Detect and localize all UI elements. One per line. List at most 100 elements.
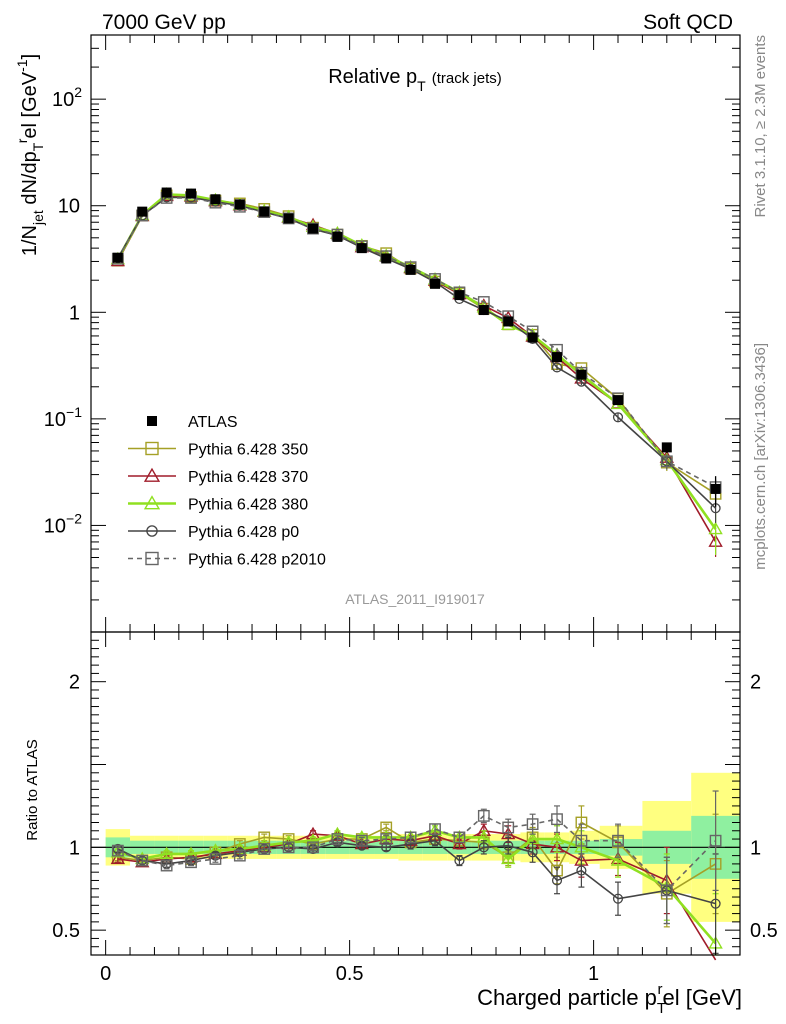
legend: ATLAS Pythia 6.428 350 Pythia 6.428 370 Pyt… xyxy=(128,414,326,569)
legend-label: Pythia 6.428 380 xyxy=(188,497,308,514)
atlas-point xyxy=(454,290,465,301)
series-3-ratio-point xyxy=(454,855,465,866)
series-3-ratio-point xyxy=(137,855,148,866)
series-4-ratio-point xyxy=(477,809,490,822)
ratio-plot-panel: 0.5 0.5 1 1 2 2 Ratio to ATLAS xyxy=(24,631,778,961)
series-3-point xyxy=(551,362,563,373)
series-4-ratio-point xyxy=(136,854,149,867)
series-4-ratio-point xyxy=(160,859,173,872)
ratio-tick-label-left: 1 xyxy=(69,837,80,859)
ratio-axis-label: Ratio to ATLAS xyxy=(24,739,41,840)
y-tick-label: 10−2 xyxy=(44,510,82,537)
atlas-point xyxy=(234,199,245,210)
series-3-ratio-point xyxy=(527,847,538,858)
ratio-plot-frame xyxy=(90,631,741,956)
y-tick-label: 10 xyxy=(58,196,80,218)
atlas-point xyxy=(161,187,172,198)
series-4-ratio-point xyxy=(331,833,344,845)
series-4-point xyxy=(307,222,319,235)
series-4-ratio-point xyxy=(429,823,441,836)
series-4-ratio-point xyxy=(502,821,515,834)
series-3-line xyxy=(117,196,717,509)
series-4-ratio-point xyxy=(380,833,393,845)
atlas-point xyxy=(112,252,123,263)
legend-label: Pythia 6.428 370 xyxy=(188,469,308,486)
series-4-ratio-point xyxy=(185,856,197,869)
legend-marker xyxy=(143,467,161,482)
legend-marker-atlas xyxy=(147,416,157,426)
y-axis-label: 1/Njet dN/dpTrel [GeV-1] xyxy=(14,54,46,256)
ratio-tick-label-left: 0.5 xyxy=(52,920,80,942)
series-3-ratio-point xyxy=(478,842,489,853)
series-2-ratio-point xyxy=(610,853,626,866)
legend-marker xyxy=(146,525,158,537)
atlas-point xyxy=(710,483,721,494)
atlas-point xyxy=(613,395,624,406)
legend-label: Pythia 6.428 p2010 xyxy=(188,552,326,569)
atlas-point xyxy=(356,243,367,254)
series-4-ratio-point xyxy=(209,853,222,865)
header-right: Soft QCD xyxy=(643,11,733,34)
atlas-point xyxy=(405,264,416,275)
series-4-ratio-point xyxy=(551,813,563,826)
series-4-ratio-point xyxy=(355,834,368,847)
series-4-ratio-point xyxy=(258,843,271,855)
atlas-point xyxy=(503,316,514,327)
atlas-point xyxy=(137,206,148,217)
series-4-ratio-point xyxy=(709,834,722,847)
y-tick-label: 10−1 xyxy=(44,404,82,431)
atlas-point xyxy=(381,253,392,264)
series-4-ratio-point xyxy=(307,841,319,854)
legend-marker xyxy=(143,495,161,510)
legend-label: Pythia 6.428 p0 xyxy=(188,524,299,541)
atlas-point xyxy=(661,442,672,453)
y-tick-label: 102 xyxy=(52,84,82,111)
series-4-ratio-point xyxy=(612,834,624,847)
series-1-line xyxy=(117,195,717,543)
analysis-label: ATLAS_2011_I919017 xyxy=(345,591,485,607)
side-mcplots-label: mcplots.cern.ch [arXiv:1306.3436] xyxy=(752,343,769,570)
y-tick-label: 1 xyxy=(69,302,80,324)
plot-title: Relative pT (track jets) xyxy=(328,66,502,94)
atlas-point xyxy=(576,369,587,380)
series-3-ratio-point xyxy=(612,893,624,904)
series-2-ratio-point xyxy=(159,846,174,860)
series-2-point xyxy=(708,521,723,535)
atlas-point xyxy=(430,278,441,289)
series-2-ratio-point xyxy=(549,831,565,845)
series-4-ratio-point xyxy=(111,844,124,857)
series-4-point xyxy=(660,455,673,468)
ratio-tick-label-right: 0.5 xyxy=(750,920,778,942)
series-4-ratio-point xyxy=(575,834,588,847)
atlas-point xyxy=(210,194,221,205)
legend-marker xyxy=(145,551,159,566)
series-3-ratio-point xyxy=(551,875,563,886)
atlas-point xyxy=(332,231,343,242)
series-3-point xyxy=(612,412,624,423)
series-4-ratio-point xyxy=(453,831,466,844)
legend-label: Pythia 6.428 350 xyxy=(188,442,308,459)
atlas-point xyxy=(283,213,294,224)
series-4-ratio-point xyxy=(233,849,246,862)
atlas-point xyxy=(186,188,197,199)
main-plot-panel: 10−2 10−1 1 10 102 Relative pT (track jets) A… xyxy=(14,34,741,633)
series-3-ratio-point xyxy=(710,898,721,909)
atlas-point xyxy=(552,352,563,363)
series-3-ratio-point xyxy=(429,835,441,846)
series-3-ratio-point xyxy=(283,842,294,853)
series-4-ratio-point xyxy=(660,884,673,897)
x-tick-label: 0 xyxy=(100,963,111,985)
x-tick-label: 0.5 xyxy=(336,963,364,985)
main-plot-frame xyxy=(90,34,741,633)
series-4-ratio-point xyxy=(282,841,295,854)
atlas-point xyxy=(478,305,489,316)
series-4-ratio-point xyxy=(526,818,539,831)
series-4-point xyxy=(282,212,295,225)
x-axis-label: Charged particle pTrel [GeV] xyxy=(477,981,742,1017)
header-left: 7000 GeV pp xyxy=(102,11,226,34)
ratio-tick-label-left: 2 xyxy=(69,672,80,694)
series-1-ratio-point xyxy=(110,851,126,865)
atlas-point xyxy=(308,223,319,234)
atlas-point xyxy=(527,332,538,343)
